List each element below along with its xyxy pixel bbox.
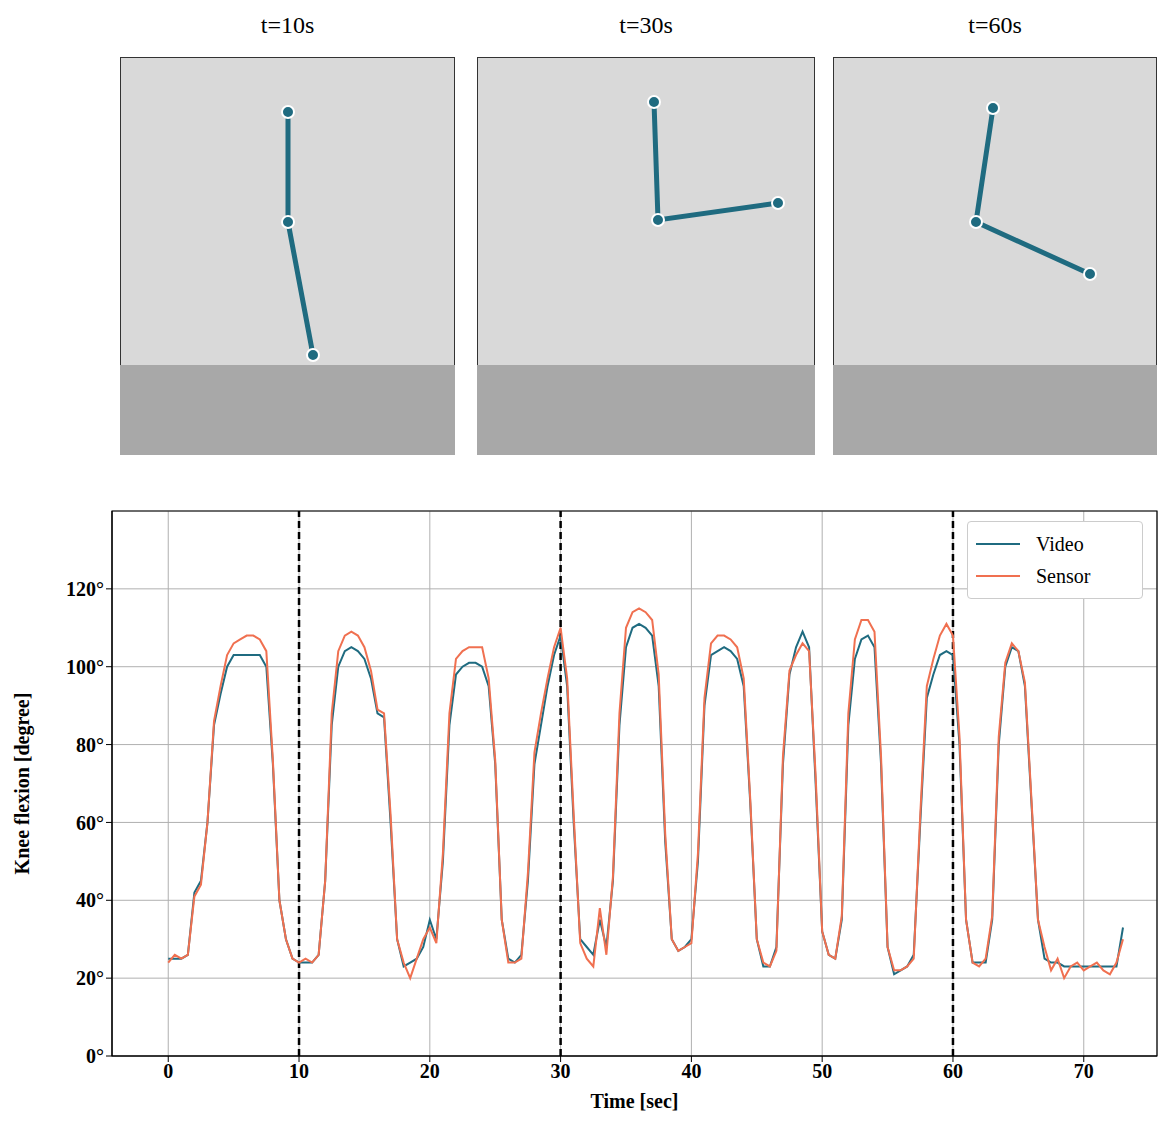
svg-text:40°: 40° (76, 889, 104, 911)
svg-text:60°: 60° (76, 812, 104, 834)
svg-text:40: 40 (681, 1060, 701, 1082)
svg-text:Knee flexion [degree]: Knee flexion [degree] (11, 693, 34, 875)
html-text:Sensor: Sensor (1036, 564, 1091, 587)
html-text:Video: Video (1036, 532, 1084, 555)
html-text:t=10s: t=10s (260, 12, 315, 38)
svg-text:50: 50 (812, 1060, 832, 1082)
svg-text:120°: 120° (66, 578, 104, 600)
svg-text:20°: 20° (76, 967, 104, 989)
svg-text:0°: 0° (86, 1045, 104, 1067)
svg-text:100°: 100° (66, 656, 104, 678)
svg-text:70: 70 (1074, 1060, 1094, 1082)
svg-text:10: 10 (289, 1060, 309, 1082)
svg-text:0: 0 (163, 1060, 173, 1082)
svg-text:60: 60 (943, 1060, 963, 1082)
html-text:t=30s: t=30s (619, 12, 673, 38)
svg-text:Time [sec]: Time [sec] (591, 1090, 679, 1112)
html-text:t=60s: t=60s (968, 12, 1022, 38)
svg-text:20: 20 (420, 1060, 440, 1082)
svg-text:30: 30 (551, 1060, 571, 1082)
svg-text:80°: 80° (76, 734, 104, 756)
